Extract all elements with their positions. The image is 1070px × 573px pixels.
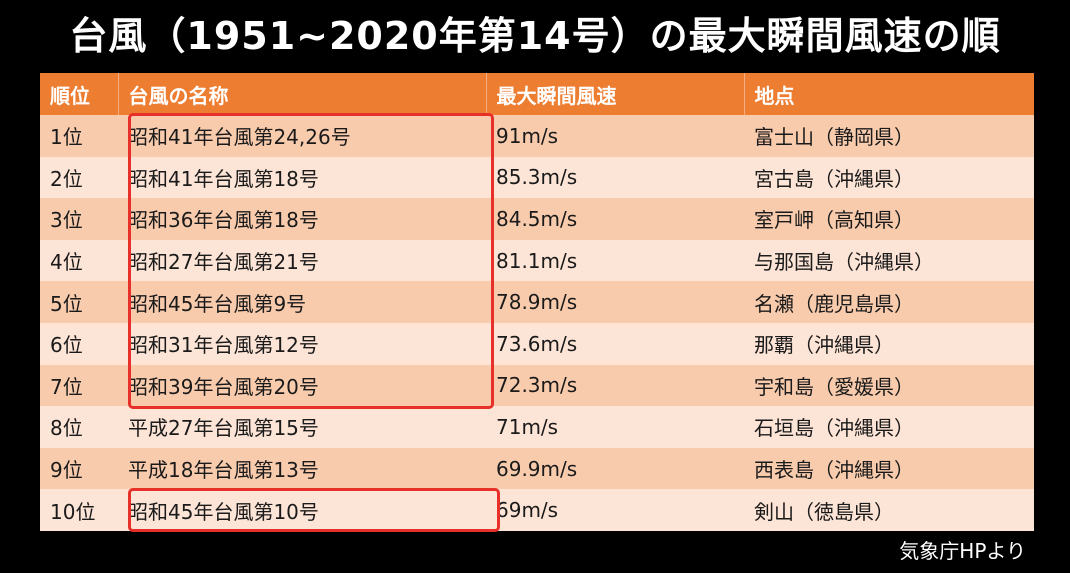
rank-cell: 3位 xyxy=(40,198,118,240)
typhoon-name-cell: 昭和45年台風第9号 xyxy=(118,281,486,323)
highlight-box-showa-rank10 xyxy=(128,488,500,532)
rank-cell: 10位 xyxy=(40,489,118,531)
table-row: 2位 昭和41年台風第18号 85.3m/s 宮古島（沖縄県） xyxy=(40,156,1034,199)
max-gust-cell: 81.1m/s xyxy=(486,239,744,282)
rank-cell: 7位 xyxy=(40,364,118,407)
source-caption: 気象庁HPより xyxy=(899,539,1026,563)
typhoon-name-cell: 昭和31年台風第12号 xyxy=(118,322,486,365)
typhoon-name-cell: 昭和45年台風第10号 xyxy=(118,489,486,531)
max-gust-cell: 84.5m/s xyxy=(486,198,744,240)
location-cell: 富士山（静岡県） xyxy=(744,115,1034,157)
highlight-box-showa-top7 xyxy=(128,113,494,409)
location-cell: 宮古島（沖縄県） xyxy=(744,156,1034,199)
table-row: 9位 平成18年台風第13号 69.9m/s 西表島（沖縄県） xyxy=(40,447,1034,490)
typhoon-ranking-table: 順位 台風の名称 最大瞬間風速 地点 1位 昭和41年台風第24,26号 91m… xyxy=(40,73,1034,531)
max-gust-cell: 85.3m/s xyxy=(486,156,744,199)
typhoon-name-cell: 昭和39年台風第20号 xyxy=(118,364,486,407)
location-cell: 名瀬（鹿児島県） xyxy=(744,281,1034,323)
header-typhoon-name: 台風の名称 xyxy=(117,73,486,115)
max-gust-cell: 69.9m/s xyxy=(486,447,744,490)
rank-cell: 5位 xyxy=(40,281,118,323)
table-row: 6位 昭和31年台風第12号 73.6m/s 那覇（沖縄県） xyxy=(40,322,1034,365)
rank-cell: 8位 xyxy=(40,406,118,448)
table-row: 5位 昭和45年台風第9号 78.9m/s 名瀬（鹿児島県） xyxy=(40,281,1034,323)
typhoon-name-cell: 昭和36年台風第18号 xyxy=(118,198,486,240)
location-cell: 石垣島（沖縄県） xyxy=(744,406,1034,448)
table-row: 7位 昭和39年台風第20号 72.3m/s 宇和島（愛媛県） xyxy=(40,364,1034,407)
max-gust-cell: 71m/s xyxy=(486,406,744,448)
typhoon-name-cell: 昭和41年台風第18号 xyxy=(118,156,486,199)
location-cell: 室戸岬（高知県） xyxy=(744,198,1034,240)
slide-title: 台風（1951~2020年第14号）の最大瞬間風速の順 xyxy=(69,14,1001,58)
table-header-row: 順位 台風の名称 最大瞬間風速 地点 xyxy=(40,73,1034,115)
max-gust-cell: 91m/s xyxy=(486,115,744,157)
header-location: 地点 xyxy=(743,73,1034,115)
table-row: 8位 平成27年台風第15号 71m/s 石垣島（沖縄県） xyxy=(40,406,1034,448)
rank-cell: 2位 xyxy=(40,156,118,199)
location-cell: 与那国島（沖縄県） xyxy=(744,239,1034,282)
location-cell: 西表島（沖縄県） xyxy=(744,447,1034,490)
rank-cell: 4位 xyxy=(40,239,118,282)
table-row: 4位 昭和27年台風第21号 81.1m/s 与那国島（沖縄県） xyxy=(40,239,1034,282)
location-cell: 宇和島（愛媛県） xyxy=(744,364,1034,407)
table-row: 3位 昭和36年台風第18号 84.5m/s 室戸岬（高知県） xyxy=(40,198,1034,240)
typhoon-name-cell: 平成18年台風第13号 xyxy=(118,447,486,490)
header-max-gust: 最大瞬間風速 xyxy=(485,73,744,115)
rank-cell: 6位 xyxy=(40,322,118,365)
max-gust-cell: 72.3m/s xyxy=(486,364,744,407)
max-gust-cell: 69m/s xyxy=(486,489,744,531)
header-rank: 順位 xyxy=(40,73,118,115)
rank-cell: 1位 xyxy=(40,115,118,157)
max-gust-cell: 73.6m/s xyxy=(486,322,744,365)
typhoon-name-cell: 平成27年台風第15号 xyxy=(118,406,486,448)
location-cell: 剣山（徳島県） xyxy=(744,489,1034,531)
rank-cell: 9位 xyxy=(40,447,118,490)
table-row: 10位 昭和45年台風第10号 69m/s 剣山（徳島県） xyxy=(40,489,1034,531)
max-gust-cell: 78.9m/s xyxy=(486,281,744,323)
location-cell: 那覇（沖縄県） xyxy=(744,322,1034,365)
table-row: 1位 昭和41年台風第24,26号 91m/s 富士山（静岡県） xyxy=(40,115,1034,157)
typhoon-name-cell: 昭和27年台風第21号 xyxy=(118,239,486,282)
typhoon-name-cell: 昭和41年台風第24,26号 xyxy=(118,115,486,157)
